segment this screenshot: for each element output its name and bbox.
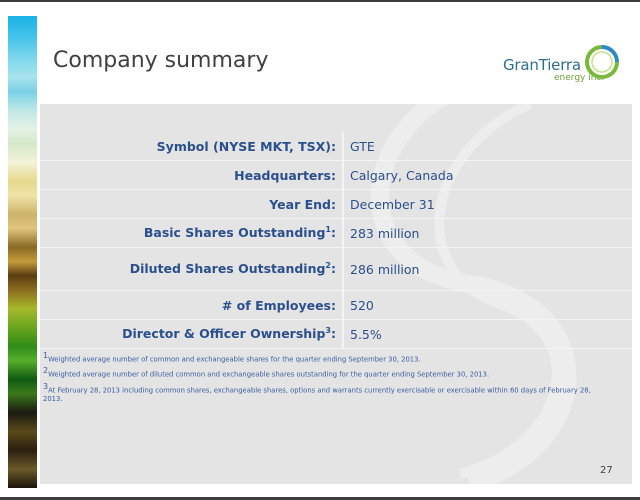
row-value: 5.5%: [343, 319, 632, 349]
bottom-rule: [0, 497, 640, 500]
logo-name-part1: Gran: [503, 56, 539, 74]
summary-row-year-end: Year End: December 31: [40, 189, 632, 219]
summary-panel: Symbol (NYSE MKT, TSX): GTE Headquarters…: [40, 104, 632, 484]
slide-title: Company summary: [53, 48, 269, 73]
footnote-3: 3At February 28, 2013 including common s…: [43, 381, 591, 403]
footnotes: 1Weighted average number of common and e…: [43, 351, 603, 406]
footnote-2: 2Weighted average number of diluted comm…: [43, 366, 490, 379]
row-label: Year End:: [40, 189, 344, 219]
footnote-1: 1Weighted average number of common and e…: [43, 351, 421, 364]
summary-row-ownership: Director & Officer Ownership3: 5.5%: [40, 319, 632, 349]
row-value: 520: [343, 290, 632, 320]
summary-row-headquarters: Headquarters: Calgary, Canada: [40, 160, 632, 190]
top-rule: [0, 0, 640, 2]
summary-table: Symbol (NYSE MKT, TSX): GTE Headquarters…: [40, 132, 632, 349]
row-value: Calgary, Canada: [343, 160, 632, 190]
row-value: December 31: [343, 189, 632, 219]
logo-name-part2: Tierra: [538, 56, 581, 74]
row-label: # of Employees:: [40, 290, 344, 320]
summary-row-basic-shares: Basic Shares Outstanding1: 283 million: [40, 218, 632, 248]
row-value: 283 million: [343, 218, 632, 248]
row-value: 286 million: [343, 247, 632, 291]
logo-subtitle: energy inc.: [554, 73, 605, 83]
row-label: Headquarters:: [40, 160, 344, 190]
summary-row-diluted-shares: Diluted Shares Outstanding2: 286 million: [40, 247, 632, 291]
color-spectrum-bar: [8, 16, 37, 488]
logo-wordmark: GranTierra: [503, 56, 581, 74]
summary-row-employees: # of Employees: 520: [40, 290, 632, 320]
logo-ring-icon: [585, 45, 619, 79]
row-label: Director & Officer Ownership3:: [40, 319, 344, 349]
row-value: GTE: [343, 132, 632, 161]
company-logo: GranTierra energy inc.: [500, 42, 622, 86]
row-label: Diluted Shares Outstanding2:: [40, 247, 344, 291]
row-label: Basic Shares Outstanding1:: [40, 218, 344, 248]
row-label: Symbol (NYSE MKT, TSX):: [40, 132, 344, 161]
summary-row-symbol: Symbol (NYSE MKT, TSX): GTE: [40, 132, 632, 161]
page-number: 27: [600, 465, 613, 476]
